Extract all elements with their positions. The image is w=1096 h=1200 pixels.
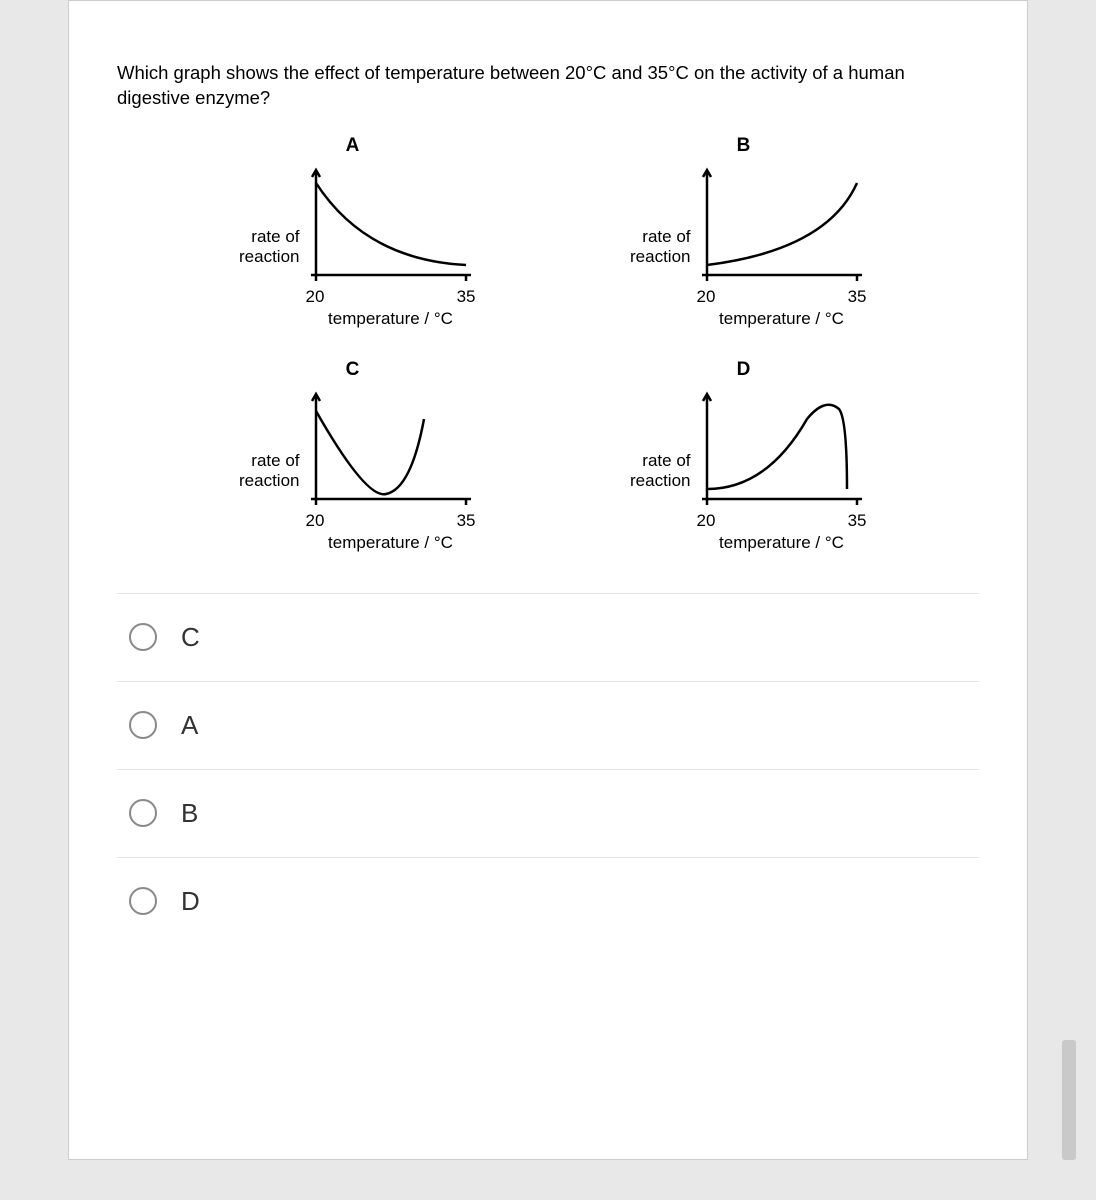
graph-C-ylabel: rate of reaction [230,451,300,492]
graph-C-xticks: 20 35 [306,511,476,531]
graph-A-xlabel: temperature / °C [328,309,453,329]
graph-A-body: rate of reaction 20 [230,165,476,329]
option-row-3[interactable]: D [117,858,979,945]
option-label-3: D [181,886,200,917]
option-row-1[interactable]: A [117,682,979,770]
answer-options: C A B D [117,593,979,945]
graph-D-plot-wrap: 20 35 temperature / °C [697,389,867,553]
graph-D-svg [697,389,867,509]
graph-B-curve [707,183,857,265]
radio-1[interactable] [129,711,157,739]
graph-A: A rate of reaction [177,135,528,329]
graph-A-ylabel: rate of reaction [230,227,300,268]
option-row-0[interactable]: C [117,594,979,682]
graph-B-svg [697,165,867,285]
scrollbar-thumb[interactable] [1062,1040,1076,1160]
graphs-grid: A rate of reaction [117,135,979,553]
graph-B-xlabel: temperature / °C [719,309,844,329]
question-card: Which graph shows the effect of temperat… [68,0,1028,1160]
radio-2[interactable] [129,799,157,827]
graph-C-xlabel: temperature / °C [328,533,453,553]
graph-C-plot-wrap: 20 35 temperature / °C [306,389,476,553]
graph-A-title: A [346,135,360,157]
question-text: Which graph shows the effect of temperat… [117,61,979,111]
option-label-1: A [181,710,198,741]
graph-A-curve [316,183,466,265]
radio-0[interactable] [129,623,157,651]
graph-B-ylabel: rate of reaction [621,227,691,268]
graph-B-plot-wrap: 20 35 temperature / °C [697,165,867,329]
graph-B-title: B [737,135,751,157]
graph-D-ylabel: rate of reaction [621,451,691,492]
graph-C-curve [316,411,424,494]
graph-D-xticks: 20 35 [697,511,867,531]
option-label-0: C [181,622,200,653]
graph-D: D rate of reaction [568,359,919,553]
graph-B-body: rate of reaction 20 [621,165,867,329]
graph-A-xticks: 20 35 [306,287,476,307]
graph-C-body: rate of reaction 20 [230,389,476,553]
option-row-2[interactable]: B [117,770,979,858]
graph-D-body: rate of reaction 20 [621,389,867,553]
graph-B: B rate of reaction [568,135,919,329]
graph-D-xlabel: temperature / °C [719,533,844,553]
graph-B-xticks: 20 35 [697,287,867,307]
graph-D-curve [707,405,847,489]
radio-3[interactable] [129,887,157,915]
graph-D-title: D [737,359,751,381]
graph-C-svg [306,389,476,509]
option-label-2: B [181,798,198,829]
graph-C-title: C [346,359,360,381]
graph-A-svg [306,165,476,285]
graph-C: C rate of reaction [177,359,528,553]
page-container: Which graph shows the effect of temperat… [0,0,1096,1200]
graph-A-plot-wrap: 20 35 temperature / °C [306,165,476,329]
